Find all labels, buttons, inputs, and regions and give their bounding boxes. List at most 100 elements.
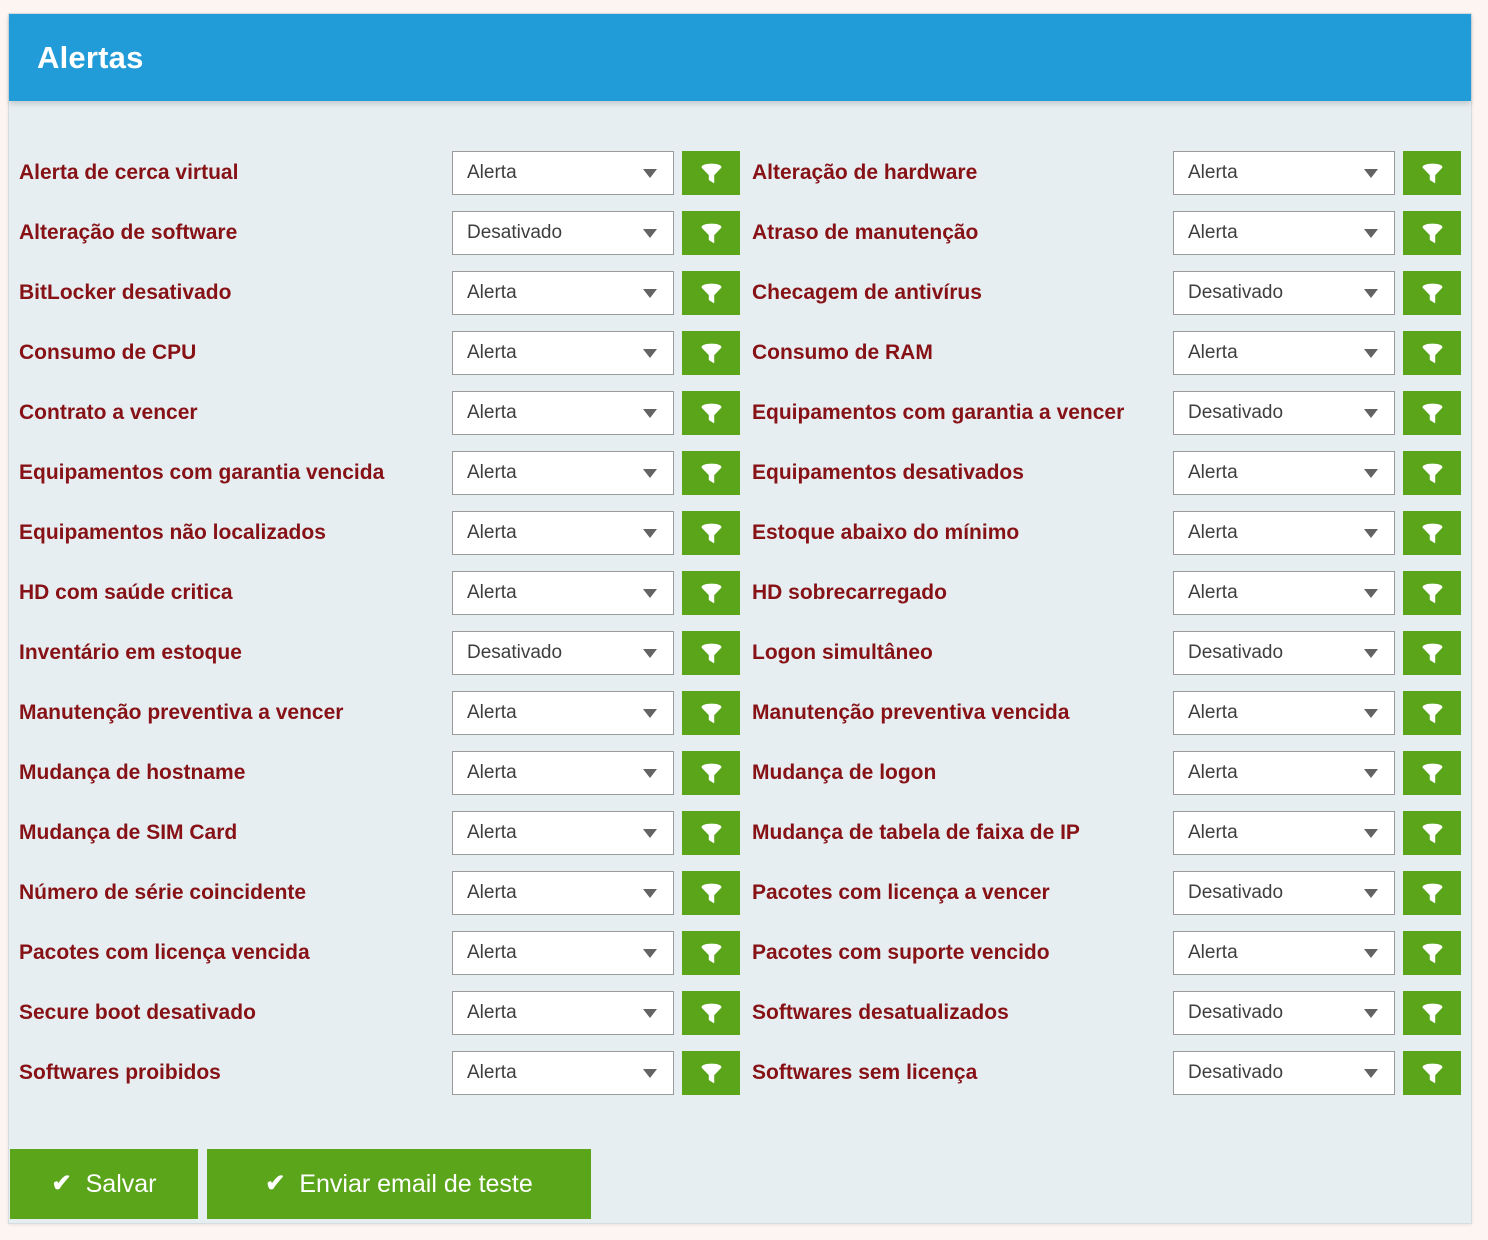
chevron-down-icon	[643, 348, 657, 358]
alert-level-select[interactable]: Alerta	[452, 991, 674, 1035]
alert-level-select[interactable]: Desativado	[1173, 391, 1395, 435]
alert-level-select[interactable]: Alerta	[452, 331, 674, 375]
alert-level-select[interactable]: Alerta	[1173, 571, 1395, 615]
alert-level-select[interactable]: Desativado	[1173, 271, 1395, 315]
alert-level-select[interactable]: Desativado	[452, 631, 674, 675]
alert-rows-grid: Alerta de cerca virtual Alerta Alteração d…	[9, 101, 1471, 1103]
filter-icon	[1422, 403, 1442, 423]
filter-button[interactable]	[1403, 871, 1461, 915]
alerts-panel: Alertas Alerta de cerca virtual Alerta Alt…	[8, 13, 1472, 1224]
filter-button[interactable]	[1403, 1051, 1461, 1095]
alert-level-select[interactable]: Desativado	[1173, 631, 1395, 675]
filter-button[interactable]	[682, 571, 740, 615]
alert-level-select[interactable]: Alerta	[1173, 151, 1395, 195]
alert-level-select[interactable]: Alerta	[452, 931, 674, 975]
filter-button[interactable]	[1403, 631, 1461, 675]
filter-button[interactable]	[682, 271, 740, 315]
alert-level-select[interactable]: Desativado	[452, 211, 674, 255]
alert-row: Logon simultâneo Desativado	[740, 623, 1461, 683]
filter-button[interactable]	[682, 451, 740, 495]
filter-button[interactable]	[1403, 991, 1461, 1035]
alert-label: Número de série coincidente	[19, 881, 307, 904]
filter-button[interactable]	[682, 331, 740, 375]
filter-button[interactable]	[1403, 751, 1461, 795]
filter-button[interactable]	[682, 631, 740, 675]
alert-row: Estoque abaixo do mínimo Alerta	[740, 503, 1461, 563]
select-value: Alerta	[1188, 462, 1238, 483]
alert-level-select[interactable]: Alerta	[1173, 211, 1395, 255]
alert-level-select[interactable]: Alerta	[1173, 451, 1395, 495]
chevron-down-icon	[1364, 948, 1378, 958]
alert-row: Atraso de manutenção Alerta	[740, 203, 1461, 263]
filter-button[interactable]	[1403, 391, 1461, 435]
select-value: Alerta	[1188, 222, 1238, 243]
filter-button[interactable]	[682, 931, 740, 975]
alert-level-select[interactable]: Alerta	[452, 751, 674, 795]
select-value: Alerta	[467, 342, 517, 363]
alert-level-select[interactable]: Alerta	[1173, 511, 1395, 555]
check-icon: ✔	[51, 1170, 72, 1197]
alert-row: Equipamentos desativados Alerta	[740, 443, 1461, 503]
chevron-down-icon	[1364, 408, 1378, 418]
alert-row: Softwares sem licença Desativado	[740, 1043, 1461, 1103]
filter-button[interactable]	[1403, 451, 1461, 495]
filter-button[interactable]	[682, 691, 740, 735]
save-button[interactable]: ✔ Salvar	[10, 1149, 198, 1219]
send-test-email-button[interactable]: ✔ Enviar email de teste	[207, 1149, 591, 1219]
alert-level-select[interactable]: Alerta	[452, 1051, 674, 1095]
filter-button[interactable]	[1403, 331, 1461, 375]
alert-level-select[interactable]: Alerta	[1173, 751, 1395, 795]
filter-button[interactable]	[682, 871, 740, 915]
filter-icon	[1422, 763, 1442, 783]
filter-icon	[1422, 163, 1442, 183]
alert-row: Número de série coincidente Alerta	[19, 863, 740, 923]
alert-level-select[interactable]: Alerta	[1173, 331, 1395, 375]
filter-button[interactable]	[682, 211, 740, 255]
filter-button[interactable]	[1403, 271, 1461, 315]
filter-button[interactable]	[682, 511, 740, 555]
alert-row: BitLocker desativado Alerta	[19, 263, 740, 323]
alert-level-select[interactable]: Alerta	[452, 871, 674, 915]
alert-level-select[interactable]: Desativado	[1173, 871, 1395, 915]
filter-button[interactable]	[1403, 151, 1461, 195]
alert-level-select[interactable]: Alerta	[452, 691, 674, 735]
chevron-down-icon	[1364, 468, 1378, 478]
alert-level-select[interactable]: Alerta	[1173, 691, 1395, 735]
filter-button[interactable]	[1403, 571, 1461, 615]
select-value: Desativado	[467, 642, 563, 663]
alert-row: HD sobrecarregado Alerta	[740, 563, 1461, 623]
filter-button[interactable]	[1403, 511, 1461, 555]
filter-button[interactable]	[682, 151, 740, 195]
filter-button[interactable]	[1403, 211, 1461, 255]
alert-level-select[interactable]: Alerta	[1173, 811, 1395, 855]
alert-level-select[interactable]: Alerta	[452, 511, 674, 555]
alert-row: Alerta de cerca virtual Alerta	[19, 143, 740, 203]
alert-label: Secure boot desativado	[19, 1001, 256, 1024]
filter-button[interactable]	[1403, 811, 1461, 855]
filter-icon	[1422, 283, 1442, 303]
select-value: Alerta	[467, 1062, 517, 1083]
alert-row: Equipamentos não localizados Alerta	[19, 503, 740, 563]
filter-button[interactable]	[682, 391, 740, 435]
alert-level-select[interactable]: Alerta	[452, 571, 674, 615]
chevron-down-icon	[643, 528, 657, 538]
alert-level-select[interactable]: Alerta	[452, 811, 674, 855]
filter-button[interactable]	[1403, 931, 1461, 975]
alert-level-select[interactable]: Alerta	[452, 271, 674, 315]
filter-button[interactable]	[682, 991, 740, 1035]
alert-level-select[interactable]: Alerta	[452, 391, 674, 435]
filter-button[interactable]	[1403, 691, 1461, 735]
filter-button[interactable]	[682, 811, 740, 855]
alert-label: HD sobrecarregado	[752, 581, 947, 604]
alert-label: Consumo de RAM	[752, 341, 933, 364]
alert-level-select[interactable]: Desativado	[1173, 991, 1395, 1035]
select-value: Desativado	[1188, 882, 1284, 903]
alert-level-select[interactable]: Alerta	[452, 151, 674, 195]
alert-level-select[interactable]: Alerta	[1173, 931, 1395, 975]
alert-row: Mudança de hostname Alerta	[19, 743, 740, 803]
alert-level-select[interactable]: Desativado	[1173, 1051, 1395, 1095]
filter-button[interactable]	[682, 1051, 740, 1095]
filter-button[interactable]	[682, 751, 740, 795]
alert-level-select[interactable]: Alerta	[452, 451, 674, 495]
filter-icon	[701, 343, 721, 363]
